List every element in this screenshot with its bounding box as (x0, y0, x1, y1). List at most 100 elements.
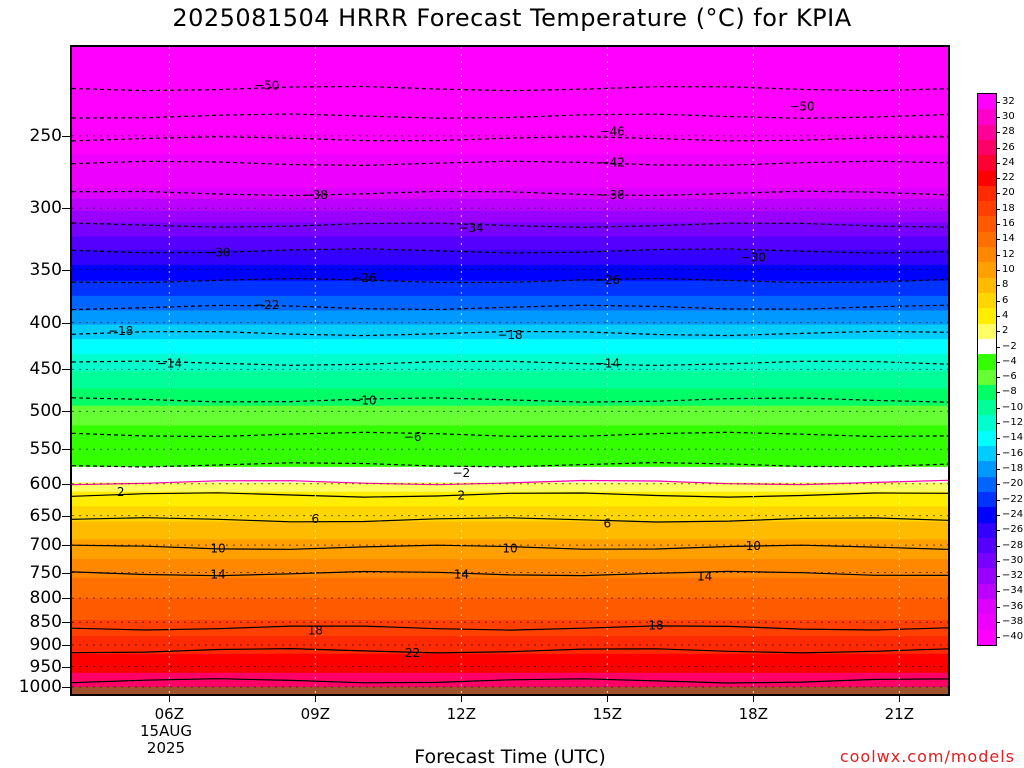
colorbar-label: 18 (1002, 202, 1015, 214)
colorbar-tick (996, 270, 1000, 271)
colorbar-label: −24 (1002, 508, 1024, 520)
colorbar-label: 20 (1002, 187, 1015, 199)
isotherm-line (72, 248, 948, 254)
colorbar-tick (996, 438, 1000, 440)
isotherm-label: 2 (117, 485, 125, 499)
isotherm-label: 10 (502, 541, 517, 555)
colorbar-segment (978, 507, 996, 524)
colorbar-tick (996, 591, 1000, 593)
isotherm-label: 14 (697, 570, 712, 584)
isotherm-label: −30 (741, 250, 766, 264)
isotherm-label: −38 (600, 188, 625, 202)
date-label-day: 15AUG (140, 722, 192, 740)
isotherm-line (72, 570, 948, 577)
temperature-band (72, 339, 948, 355)
y-tick-label: 900 (29, 635, 62, 656)
colorbar-tick (996, 132, 1000, 134)
colorbar-tick (996, 116, 1000, 118)
y-tick-label: 650 (29, 505, 62, 526)
y-tick (62, 322, 70, 324)
colorbar-segment (978, 446, 996, 462)
y-tick-label: 1000 (18, 676, 62, 697)
isotherm-label: 22 (405, 646, 420, 660)
temperature-band (72, 653, 948, 674)
y-tick (62, 411, 70, 413)
x-tick-label: 15Z (592, 705, 623, 723)
isotherm-line (72, 544, 948, 550)
colorbar-tick (996, 208, 1000, 210)
colorbar-segment (978, 155, 996, 172)
y-tick-label: 950 (29, 656, 62, 677)
colorbar-segment (978, 553, 996, 569)
isotherm-label: 18 (308, 624, 323, 638)
colorbar-segment (978, 354, 996, 370)
temperature-band (72, 324, 948, 340)
colorbar-segment (978, 384, 996, 401)
colorbar-label: −2 (1002, 340, 1017, 352)
temperature-band (72, 47, 948, 155)
colorbar-label: 16 (1002, 218, 1015, 230)
colorbar-tick (996, 453, 1000, 455)
isotherm-label: 2 (458, 488, 466, 502)
colorbar-label: 14 (1002, 233, 1015, 245)
y-tick (62, 135, 70, 137)
colorbar-tick (996, 637, 1000, 639)
colorbar-label: 28 (1002, 126, 1015, 138)
colorbar-tick (996, 576, 1000, 578)
colorbar-segment (978, 338, 996, 355)
colorbar-segment (978, 94, 996, 110)
colorbar-tick (996, 407, 1000, 409)
y-tick (62, 645, 70, 647)
colorbar-label: −34 (1002, 585, 1024, 597)
colorbar-label: 32 (1002, 95, 1015, 107)
x-tick (899, 696, 901, 702)
chart-title: 2025081504 HRRR Forecast Temperature (°C… (172, 4, 852, 32)
colorbar-segment (978, 231, 996, 248)
colorbar-tick (996, 545, 1000, 547)
x-tick (753, 696, 755, 702)
temperature-band (72, 425, 948, 447)
colorbar-segment (978, 247, 996, 263)
y-tick (62, 208, 70, 210)
colorbar-segment (978, 522, 996, 539)
colorbar-tick (996, 606, 1000, 608)
temperature-band (72, 210, 948, 224)
colorbar-label: −30 (1002, 554, 1024, 566)
colorbar-segment (978, 185, 996, 202)
y-tick-label: 850 (29, 612, 62, 633)
colorbar-tick (996, 193, 1000, 195)
colorbar-label: 12 (1002, 248, 1015, 260)
y-tick-label: 350 (29, 259, 62, 280)
isotherm-line (72, 678, 948, 684)
colorbar-segment (978, 415, 996, 432)
isotherm-line (72, 85, 948, 92)
colorbar-tick (996, 361, 1000, 363)
colorbar-segment (978, 430, 996, 447)
x-tick (607, 696, 609, 702)
colorbar-label: −10 (1002, 401, 1024, 413)
colorbar-label: −18 (1002, 462, 1024, 474)
temperature-band (72, 198, 948, 212)
colorbar-segment (978, 629, 996, 645)
colorbar-tick (996, 560, 1000, 562)
colorbar-tick (996, 514, 1000, 516)
y-tick (62, 545, 70, 547)
footer-link[interactable]: coolwx.com/models (839, 747, 1015, 766)
colorbar-label: 4 (1002, 309, 1009, 321)
colorbar-segment (978, 323, 996, 340)
isotherm-label: −18 (108, 324, 133, 338)
colorbar-label: −4 (1002, 355, 1017, 367)
isotherm-line (72, 190, 948, 197)
isotherm-line (72, 113, 948, 119)
temperature-band (72, 295, 948, 311)
isotherm-label: 6 (312, 512, 320, 526)
colorbar-segment (978, 216, 996, 233)
colorbar-label: 24 (1002, 156, 1015, 168)
colorbar-segment (978, 277, 996, 294)
colorbar-tick (996, 530, 1000, 532)
isotherm-label: −22 (254, 298, 279, 312)
y-tick-label: 750 (29, 562, 62, 583)
colorbar-tick (996, 315, 1000, 317)
y-tick (62, 598, 70, 600)
colorbar-tick (996, 224, 1000, 226)
